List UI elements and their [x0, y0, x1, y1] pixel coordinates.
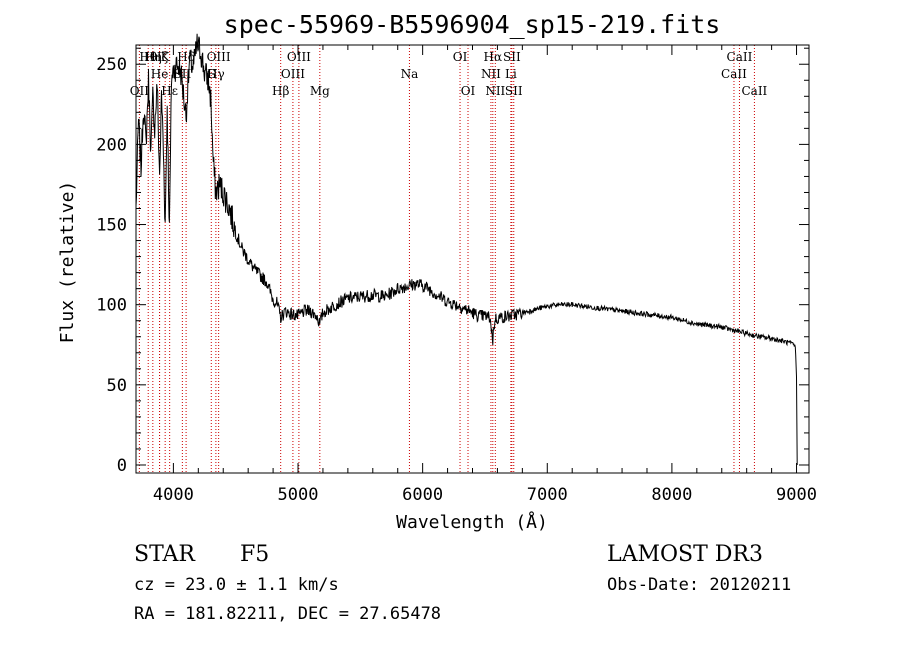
line-label-9: G	[206, 67, 216, 81]
x-tick-label: 6000	[402, 485, 443, 505]
line-label-11: Hγ	[207, 67, 225, 81]
y-tick-label: 200	[96, 135, 127, 155]
line-label-16: Na	[401, 67, 419, 81]
line-label-21: NII	[485, 84, 505, 98]
line-label-18: OI	[461, 84, 476, 98]
x-tick-label: 5000	[278, 485, 319, 505]
x-axis-ticks: 4000 5000 6000 7000 8000 9000	[153, 45, 817, 505]
y-tick-label: 100	[96, 296, 127, 316]
y-axis-ticks: 0 50 100 150 200 250	[96, 47, 809, 476]
line-label-13: OIII	[281, 67, 305, 81]
y-tick-label: 0	[117, 456, 127, 476]
line-label-10: OIII	[207, 50, 231, 64]
line-label-2: Hη	[144, 50, 162, 64]
y-tick-label: 150	[96, 216, 127, 236]
object-subclass: F5	[240, 542, 269, 567]
x-tick-label: 9000	[776, 485, 817, 505]
line-label-23: Li	[505, 67, 517, 81]
x-axis-label: Wavelength (Å)	[396, 511, 548, 533]
emission-line-labels: HθOIIHηHeHζKHεSIIHδGOIIIHγHβOIIIOIIIMgNa…	[130, 50, 768, 98]
object-class: STAR	[134, 542, 196, 567]
chart-title: spec-55969-B5596904_sp15-219.fits	[224, 10, 721, 39]
line-label-6: Hε	[161, 84, 178, 98]
spectrum-line	[135, 33, 798, 466]
line-label-22: SII	[503, 50, 521, 64]
coordinates: RA = 181.82211, DEC = 27.65478	[134, 604, 441, 624]
line-label-17: OI	[453, 50, 468, 64]
line-label-24: SII	[505, 84, 523, 98]
x-tick-label: 4000	[153, 485, 194, 505]
x-tick-label: 8000	[651, 485, 692, 505]
x-tick-label: 7000	[527, 485, 568, 505]
emission-line-markers	[138, 45, 755, 473]
line-label-19: Hα	[484, 50, 503, 64]
line-label-12: Hβ	[272, 84, 289, 98]
survey-name: LAMOST DR3	[607, 542, 763, 567]
line-label-1: OII	[130, 84, 150, 98]
line-label-4: Hζ	[151, 50, 168, 64]
y-tick-label: 50	[107, 376, 127, 396]
line-label-26: CaII	[721, 67, 747, 81]
line-label-25: CaII	[727, 50, 753, 64]
line-label-14: OIII	[287, 50, 311, 64]
redshift-velocity: cz = 23.0 ± 1.1 km/s	[134, 575, 339, 595]
line-label-5: K	[161, 50, 171, 64]
observation-date: Obs-Date: 20120211	[607, 575, 791, 595]
line-label-0: Hθ	[139, 50, 157, 64]
y-axis-label: Flux (relative)	[57, 181, 78, 344]
line-label-3: He	[151, 67, 169, 81]
line-label-27: CaII	[741, 84, 767, 98]
line-label-15: Mg	[310, 84, 330, 98]
y-tick-label: 250	[96, 55, 127, 75]
line-label-20: NII	[481, 67, 501, 81]
